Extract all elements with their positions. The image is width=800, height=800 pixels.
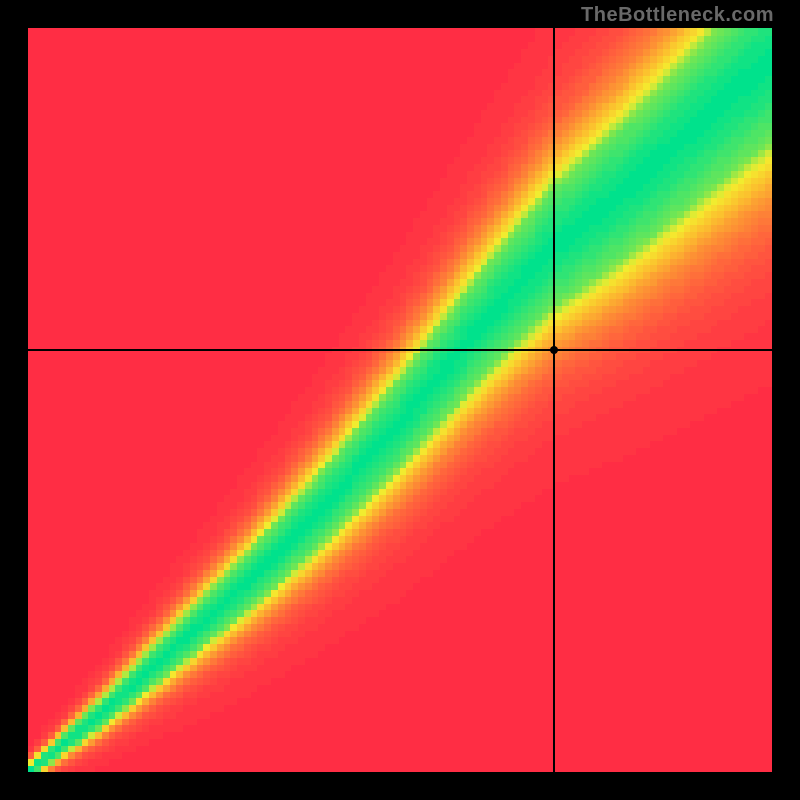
watermark: TheBottleneck.com <box>581 4 774 27</box>
heatmap-plot <box>28 28 772 772</box>
crosshair-vertical[interactable] <box>553 28 555 772</box>
crosshair-horizontal[interactable] <box>28 349 772 351</box>
heatmap-canvas <box>28 28 772 772</box>
